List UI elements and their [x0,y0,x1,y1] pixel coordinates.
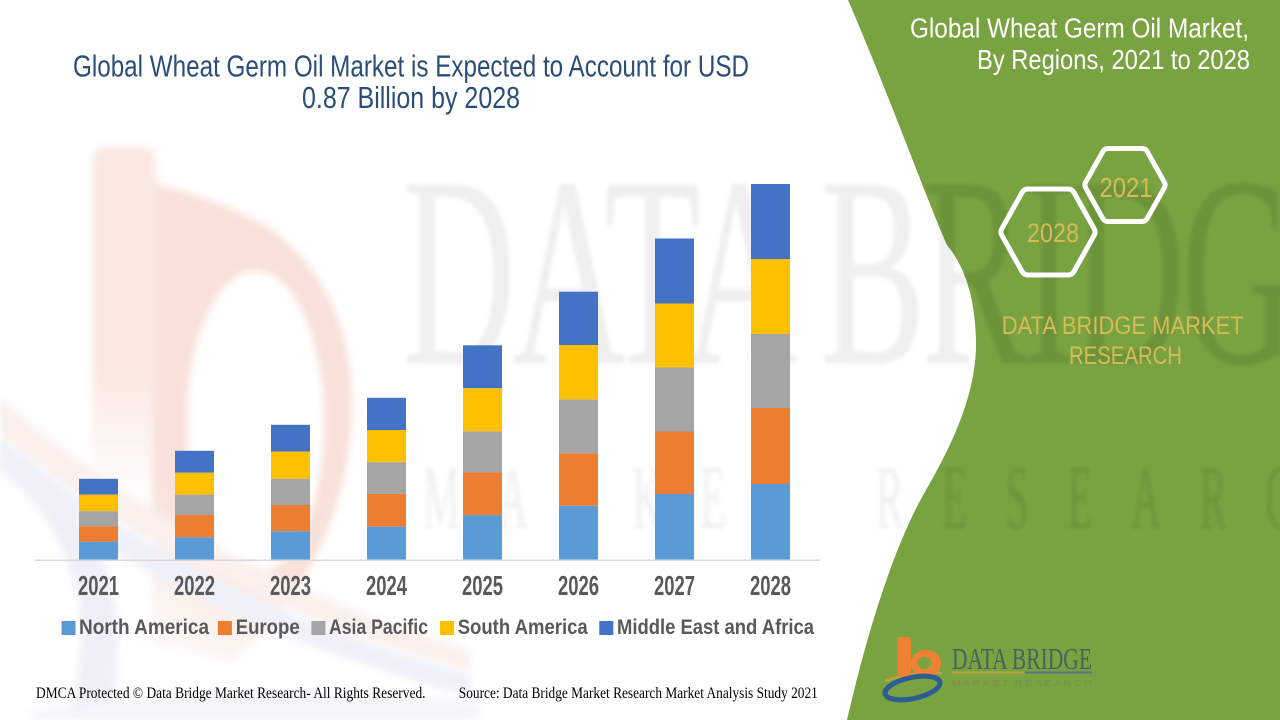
svg-text:DATA BRIDGE MARKET: DATA BRIDGE MARKET [1002,312,1244,340]
svg-text:Global Wheat Germ Oil Market,: Global Wheat Germ Oil Market, [910,13,1249,44]
svg-text:2028: 2028 [1027,218,1079,248]
svg-text:M A R K E T R E S E A R C H: M A R K E T R E S E A R C H [952,679,1092,688]
svg-text:2021: 2021 [1100,172,1153,203]
svg-text:2025: 2025 [462,570,503,601]
svg-text:Europe: Europe [236,616,300,639]
svg-text:By Regions, 2021 to 2028: By Regions, 2021 to 2028 [977,44,1250,75]
svg-text:2022: 2022 [174,570,215,601]
svg-text:DATA BRIDGE: DATA BRIDGE [402,122,1280,423]
svg-text:2021: 2021 [78,570,119,601]
svg-text:2026: 2026 [558,570,599,601]
svg-text:Middle East and Africa: Middle East and Africa [617,616,814,639]
svg-text:Asia Pacific: Asia Pacific [329,616,428,639]
svg-text:2024: 2024 [366,570,407,601]
svg-text:South America: South America [458,616,588,639]
svg-text:0.87 Billion by 2028: 0.87 Billion by 2028 [302,80,520,115]
svg-text:Source: Data Bridge Market Res: Source: Data Bridge Market Research Mark… [459,685,818,702]
svg-text:DMCA Protected © Data Bridge M: DMCA Protected © Data Bridge Market Rese… [36,685,426,702]
svg-text:2028: 2028 [750,570,791,601]
svg-text:North America: North America [79,616,209,639]
svg-text:2023: 2023 [270,570,311,601]
svg-text:DATA BRIDGE: DATA BRIDGE [952,641,1092,676]
svg-text:Global Wheat Germ Oil Market i: Global Wheat Germ Oil Market is Expected… [73,49,749,84]
svg-text:2027: 2027 [654,570,695,601]
svg-text:RESEARCH: RESEARCH [1069,342,1182,370]
